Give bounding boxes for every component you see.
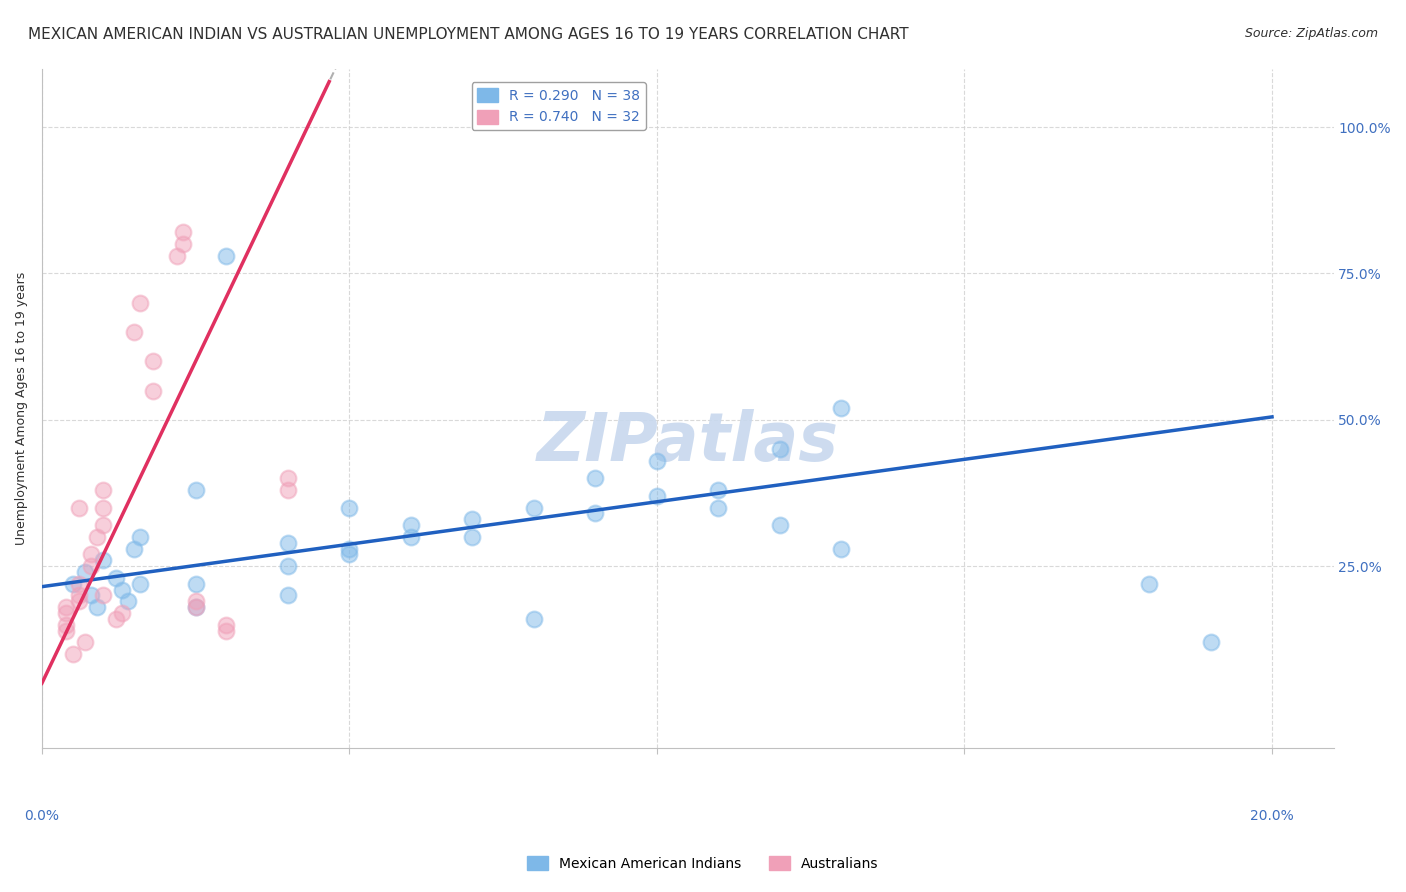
Point xyxy=(129,576,152,591)
Y-axis label: Unemployment Among Ages 16 to 19 years: Unemployment Among Ages 16 to 19 years xyxy=(15,271,28,545)
Point xyxy=(277,483,299,497)
Point xyxy=(93,483,115,497)
Point xyxy=(184,600,207,615)
Point xyxy=(55,617,77,632)
Point xyxy=(339,541,361,556)
Point xyxy=(523,612,546,626)
Text: MEXICAN AMERICAN INDIAN VS AUSTRALIAN UNEMPLOYMENT AMONG AGES 16 TO 19 YEARS COR: MEXICAN AMERICAN INDIAN VS AUSTRALIAN UN… xyxy=(28,27,908,42)
Point xyxy=(67,500,90,515)
Point xyxy=(184,576,207,591)
Point xyxy=(142,354,165,368)
Point xyxy=(172,226,194,240)
Point xyxy=(111,582,134,597)
Point xyxy=(769,442,792,456)
Point xyxy=(1137,576,1160,591)
Point xyxy=(645,454,668,468)
Point xyxy=(707,500,730,515)
Point xyxy=(93,553,115,567)
Point xyxy=(93,518,115,533)
Point xyxy=(215,617,238,632)
Point xyxy=(142,384,165,398)
Point xyxy=(184,483,207,497)
Point xyxy=(73,635,96,649)
Point xyxy=(277,535,299,549)
Point xyxy=(215,249,238,263)
Point xyxy=(93,500,115,515)
Point xyxy=(277,471,299,485)
Point xyxy=(461,512,484,526)
Point xyxy=(461,530,484,544)
Point xyxy=(830,401,852,416)
Point xyxy=(399,518,422,533)
Point xyxy=(62,576,84,591)
Point xyxy=(104,612,127,626)
Point xyxy=(80,589,103,603)
Point xyxy=(55,600,77,615)
Point xyxy=(166,249,188,263)
Point xyxy=(62,647,84,661)
Point xyxy=(104,571,127,585)
Text: 20.0%: 20.0% xyxy=(1250,809,1294,822)
Text: ZIPatlas: ZIPatlas xyxy=(537,409,839,475)
Point xyxy=(129,295,152,310)
Point xyxy=(93,589,115,603)
Point xyxy=(80,548,103,562)
Point xyxy=(339,500,361,515)
Point xyxy=(80,559,103,574)
Point xyxy=(111,606,134,620)
Point xyxy=(67,576,90,591)
Point xyxy=(55,624,77,638)
Point xyxy=(769,518,792,533)
Legend: Mexican American Indians, Australians: Mexican American Indians, Australians xyxy=(522,850,884,876)
Point xyxy=(129,530,152,544)
Point xyxy=(399,530,422,544)
Point xyxy=(1199,635,1222,649)
Point xyxy=(67,589,90,603)
Point xyxy=(122,325,145,339)
Text: Source: ZipAtlas.com: Source: ZipAtlas.com xyxy=(1244,27,1378,40)
Point xyxy=(86,530,108,544)
Point xyxy=(122,541,145,556)
Point xyxy=(339,548,361,562)
Point xyxy=(55,606,77,620)
Point xyxy=(277,589,299,603)
Point xyxy=(707,483,730,497)
Point xyxy=(184,594,207,608)
Point xyxy=(830,541,852,556)
Legend: R = 0.290   N = 38, R = 0.740   N = 32: R = 0.290 N = 38, R = 0.740 N = 32 xyxy=(471,82,645,130)
Point xyxy=(585,507,607,521)
Point xyxy=(117,594,139,608)
Point xyxy=(172,237,194,252)
Point xyxy=(184,600,207,615)
Point xyxy=(67,594,90,608)
Point xyxy=(215,624,238,638)
Point xyxy=(523,500,546,515)
Point xyxy=(86,600,108,615)
Point xyxy=(645,489,668,503)
Point xyxy=(277,559,299,574)
Text: 0.0%: 0.0% xyxy=(24,809,59,822)
Point xyxy=(73,565,96,579)
Point xyxy=(585,471,607,485)
